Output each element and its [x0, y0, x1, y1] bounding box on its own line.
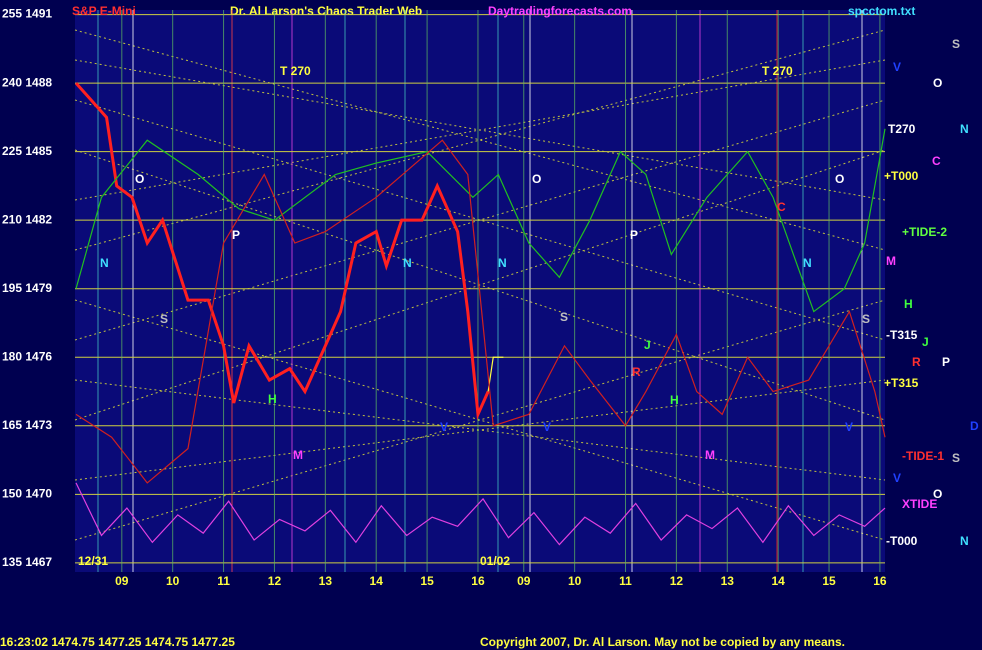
annotation: 16:23:02 1474.75 1477.25 1474.75 1477.25 [0, 635, 235, 649]
annotation: C [932, 154, 941, 168]
annotation: O [933, 487, 942, 501]
x-tick-label: 12 [268, 574, 282, 588]
harmonic-line [74, 99, 886, 341]
annotation: V [893, 471, 901, 485]
annotation: N [960, 534, 969, 548]
x-tick-label: 14 [771, 574, 785, 588]
annotation: -TIDE-1 [902, 449, 944, 463]
annotation: S [160, 312, 168, 326]
annotation: H [904, 297, 913, 311]
x-tick-label: 12 [670, 574, 684, 588]
annotation: +T000 [884, 169, 919, 183]
annotation: O [835, 172, 844, 186]
annotation: +TIDE-2 [902, 225, 947, 239]
annotation: T270 [888, 122, 916, 136]
annotation: S [560, 310, 568, 324]
annotation: M [293, 448, 303, 462]
x-tick-label: 15 [822, 574, 836, 588]
x-tick-label: 16 [471, 574, 485, 588]
y-tick-label: 240 1488 [2, 75, 52, 89]
annotation: N [960, 122, 969, 136]
series-line [75, 128, 886, 313]
y-tick-label: 210 1482 [2, 212, 52, 226]
y-tick-label: 255 1491 [2, 7, 52, 21]
x-tick-label: 15 [420, 574, 434, 588]
harmonic-line [74, 299, 886, 541]
annotation: D [970, 419, 979, 433]
annotation: Daytradingforecasts.com [488, 4, 632, 18]
series-line [75, 482, 886, 546]
annotation: +T315 [884, 376, 919, 390]
annotation: N [100, 256, 109, 270]
annotation: T 270 [280, 64, 311, 78]
annotation: XTIDE [902, 497, 937, 511]
annotation: Copyright 2007, Dr. Al Larson. May not b… [480, 635, 845, 649]
annotation: N [803, 256, 812, 270]
annotation: J [644, 338, 651, 352]
annotation: S [952, 451, 960, 465]
annotation: R [632, 365, 641, 379]
series-line [75, 139, 886, 484]
annotation: H [268, 392, 277, 406]
y-tick-label: 150 1470 [2, 486, 52, 500]
annotation: N [403, 256, 412, 270]
annotation: P [942, 355, 950, 369]
annotation: V [440, 420, 448, 434]
annotation: 12/31 [78, 554, 108, 568]
x-tick-label: 09 [517, 574, 531, 588]
annotation: S&P E-Mini [72, 4, 136, 18]
chart-title: Dr. Al Larson's Chaos Trader Web [230, 4, 422, 18]
annotation: spcctom.txt [848, 4, 915, 18]
x-tick-label: 10 [568, 574, 582, 588]
x-tick-label: 13 [319, 574, 333, 588]
x-tick-label: 10 [166, 574, 180, 588]
annotation: O [135, 172, 144, 186]
annotation: V [893, 60, 901, 74]
annotation: S [952, 37, 960, 51]
annotation: T 270 [762, 64, 793, 78]
harmonic-line [74, 379, 886, 481]
annotation: H [670, 393, 679, 407]
y-tick-label: 135 1467 [2, 555, 52, 569]
y-tick-label: 225 1485 [2, 144, 52, 158]
annotation: M [886, 254, 896, 268]
x-tick-label: 14 [370, 574, 384, 588]
annotation: V [543, 420, 551, 434]
x-tick-label: 16 [873, 574, 887, 588]
harmonic-line [74, 149, 886, 421]
y-tick-label: 165 1473 [2, 418, 52, 432]
annotation: N [498, 256, 507, 270]
annotation: J [922, 335, 929, 349]
harmonic-line [74, 379, 886, 481]
x-tick-label: 09 [115, 574, 129, 588]
annotation: O [933, 76, 942, 90]
series-line [487, 356, 504, 392]
x-tick-label: 11 [217, 574, 230, 588]
annotation: -T000 [886, 534, 918, 548]
series-line [74, 82, 490, 421]
annotation: -T315 [886, 328, 918, 342]
x-tick-label: 13 [721, 574, 735, 588]
annotation: 01/02 [480, 554, 510, 568]
annotation: M [705, 448, 715, 462]
y-tick-label: 195 1479 [2, 281, 52, 295]
annotation: C [777, 200, 786, 214]
annotation: O [532, 172, 541, 186]
annotation: S [862, 312, 870, 326]
harmonic-line [74, 299, 886, 541]
y-tick-label: 180 1476 [2, 349, 52, 363]
annotation: V [845, 420, 853, 434]
annotation: P [232, 228, 240, 242]
annotation: P [630, 228, 638, 242]
annotation: R [912, 355, 921, 369]
x-tick-label: 11 [619, 574, 632, 588]
harmonic-line [74, 99, 886, 341]
